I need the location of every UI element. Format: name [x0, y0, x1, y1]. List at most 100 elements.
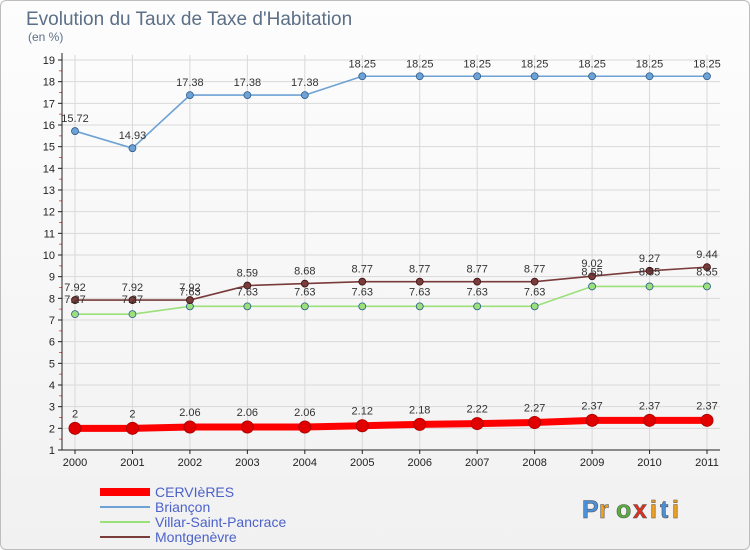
data-point: [415, 277, 424, 286]
series-line-3: [74, 266, 708, 301]
data-label: 18.25: [578, 58, 606, 70]
data-point: [125, 421, 139, 435]
x-tick-label: 2001: [120, 457, 144, 469]
data-label: 2.06: [237, 407, 258, 419]
data-point: [703, 72, 711, 81]
x-tick-label: 2010: [637, 457, 661, 469]
data-label: 8.77: [409, 264, 430, 276]
data-label: 7.63: [352, 286, 373, 298]
data-point: [71, 296, 79, 304]
y-tick-label: 14: [43, 163, 55, 175]
data-label: 8.68: [294, 266, 315, 278]
grid: [62, 55, 720, 451]
data-point: [703, 282, 711, 291]
data-label: 2.37: [581, 400, 602, 412]
data-label: 7.63: [466, 286, 487, 298]
y-tick-label: 8: [49, 293, 55, 305]
data-label: 18.25: [636, 58, 664, 70]
data-point: [186, 91, 194, 99]
data-point: [588, 272, 596, 281]
data-label: 18.25: [521, 58, 549, 70]
legend: CERVIèRESBriançonVillar-Saint-PancraceMo…: [100, 484, 286, 545]
data-label: 14.93: [119, 130, 147, 142]
data-label: 8.77: [466, 264, 487, 276]
y-tick-label: 17: [43, 98, 55, 110]
logo-letter: x: [633, 496, 647, 524]
data-label: 2: [72, 408, 78, 420]
x-tick-label: 2004: [293, 457, 317, 469]
data-point: [473, 302, 482, 311]
logo-letter: i: [672, 496, 679, 524]
data-label: 2.18: [409, 404, 430, 416]
data-point: [298, 420, 312, 434]
data-label: 2.37: [639, 400, 660, 412]
y-tick-label: 2: [49, 423, 55, 435]
x-tick-label: 2002: [178, 457, 202, 469]
y-tick-label: 3: [49, 402, 55, 414]
data-label: 15.72: [61, 113, 89, 125]
data-label: 2.06: [294, 407, 315, 419]
data-point: [530, 277, 539, 286]
chart-title: Evolution du Taux de Taxe d'Habitation: [26, 9, 352, 30]
data-label: 17.38: [291, 77, 319, 89]
data-point: [355, 419, 369, 433]
data-label: 2: [129, 408, 135, 420]
y-tick-label: 12: [43, 207, 55, 219]
data-label: 7.27: [64, 294, 85, 306]
y-tick-label: 15: [43, 142, 55, 154]
data-label: 18.25: [406, 58, 434, 70]
data-label: 8.59: [237, 268, 258, 280]
data-point: [71, 127, 79, 135]
data-point: [300, 302, 309, 311]
data-point: [470, 417, 484, 431]
y-tick-label: 13: [43, 185, 55, 197]
y-tick-label: 11: [44, 228, 55, 240]
data-point: [183, 420, 197, 434]
data-point: [71, 310, 79, 319]
data-label: 2.22: [466, 404, 487, 416]
logo-letter: P: [582, 496, 599, 524]
data-point: [415, 72, 424, 81]
data-label: 18.25: [349, 58, 377, 70]
data-label: 8.77: [524, 264, 545, 276]
chart-subtitle: (en %): [28, 30, 63, 44]
series-line-2: [74, 285, 708, 315]
y-tick-label: 7: [49, 315, 55, 327]
data-point: [585, 413, 599, 427]
logo-letter: r: [599, 496, 609, 524]
y-tick-label: 6: [49, 337, 55, 349]
data-point: [530, 302, 539, 311]
data-point: [473, 277, 482, 286]
data-label: 2.12: [352, 406, 373, 418]
legend-label: Montgenèvre: [155, 529, 237, 545]
legend-label: Briançon: [155, 499, 210, 515]
data-label: 18.25: [693, 58, 721, 70]
data-point: [243, 302, 252, 311]
data-point: [128, 310, 137, 319]
data-label: 9.02: [581, 258, 602, 270]
x-tick-label: 2007: [465, 457, 489, 469]
data-label: 8.77: [352, 264, 373, 276]
data-point: [128, 296, 137, 304]
data-label: 2.27: [524, 402, 545, 414]
logo-letter: i: [650, 496, 657, 524]
data-label: 7.63: [179, 286, 200, 298]
data-point: [700, 413, 714, 427]
data-point: [240, 420, 254, 434]
legend-label: Villar-Saint-Pancrace: [155, 514, 286, 530]
data-point: [413, 417, 427, 431]
x-tick-label: 2006: [407, 457, 431, 469]
data-label: 7.92: [122, 282, 143, 294]
data-label: 8.55: [581, 266, 602, 278]
y-tick-label: 18: [43, 77, 55, 89]
x-tick-label: 2011: [695, 457, 719, 469]
data-point: [645, 266, 654, 275]
y-tick-label: 9: [49, 272, 55, 284]
x-tick-label: 2000: [63, 457, 87, 469]
data-label: 7.27: [122, 294, 143, 306]
series-layer: [68, 72, 714, 435]
data-label: 8.55: [639, 266, 660, 278]
y-tick-label: 4: [49, 380, 55, 392]
